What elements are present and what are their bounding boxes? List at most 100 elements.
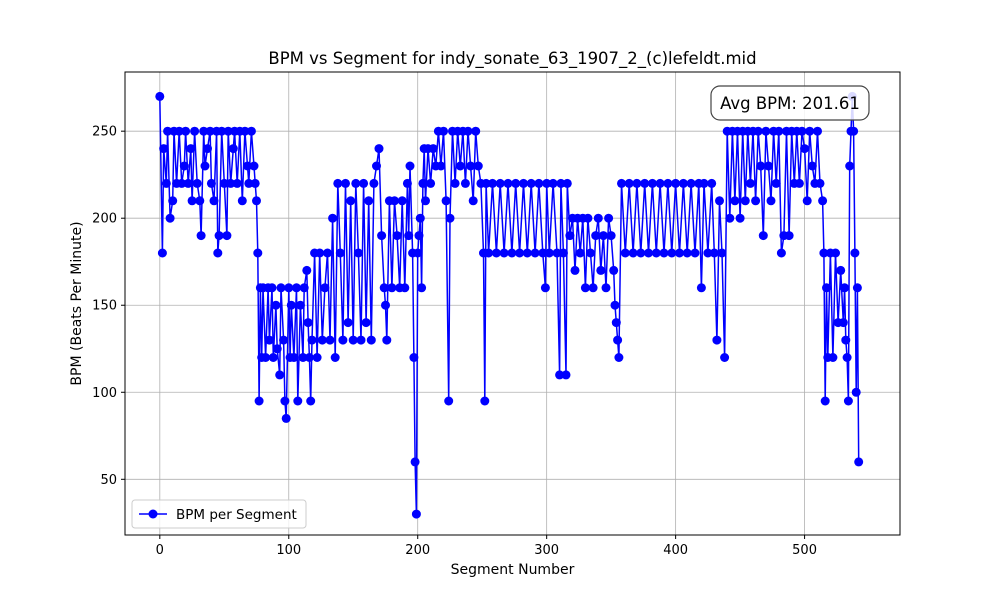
data-point (343, 318, 353, 328)
data-point (364, 196, 374, 206)
data-point (293, 396, 303, 406)
data-point (254, 396, 264, 406)
data-point (580, 283, 590, 293)
data-point (682, 248, 692, 258)
data-point (655, 178, 665, 188)
data-point (715, 196, 724, 206)
data-point (392, 231, 402, 241)
y-tick-label: 50 (100, 473, 117, 488)
data-point (177, 178, 187, 188)
data-point (379, 283, 389, 293)
data-point (851, 387, 861, 397)
data-point (794, 178, 804, 188)
data-point (159, 144, 169, 154)
x-tick-label: 500 (792, 543, 817, 558)
data-point (415, 213, 425, 223)
data-point (460, 178, 470, 188)
x-tick-label: 100 (276, 543, 301, 558)
data-point (441, 196, 451, 206)
data-point (667, 248, 677, 258)
data-point (369, 178, 379, 188)
x-tick-label: 400 (663, 543, 688, 558)
data-point (620, 248, 630, 258)
data-point (640, 178, 650, 188)
data-point (372, 161, 381, 171)
data-point (570, 265, 580, 275)
data-point (268, 353, 278, 362)
data-point (155, 91, 165, 101)
data-point (163, 126, 173, 136)
data-point (444, 396, 454, 406)
data-point (836, 265, 846, 275)
x-tick-label: 0 (156, 543, 164, 558)
data-point (556, 178, 566, 188)
data-point (671, 178, 681, 188)
data-point (601, 283, 611, 293)
data-point (534, 178, 544, 188)
chart-title: BPM vs Segment for indy_sonate_63_1907_2… (268, 49, 756, 69)
x-tick-label: 200 (405, 543, 430, 558)
data-point (323, 248, 332, 258)
data-point (295, 300, 305, 310)
data-point (820, 396, 830, 406)
axis-ticks: 0 100 200 300 400 500 50 100 150 200 250 (92, 125, 817, 558)
data-point (850, 248, 860, 258)
x-axis-label: Segment Number (451, 562, 575, 578)
data-point (818, 196, 828, 206)
y-tick-label: 200 (92, 212, 117, 227)
data-point (196, 231, 206, 241)
data-point (606, 231, 616, 241)
data-point (450, 178, 460, 188)
data-point (805, 126, 815, 136)
data-point (761, 126, 771, 136)
data-point (797, 126, 807, 136)
data-point (481, 178, 491, 188)
data-point (843, 396, 853, 406)
data-point (307, 335, 317, 345)
legend-label: BPM per Segment (176, 507, 297, 523)
data-point (519, 178, 528, 188)
data-point (317, 335, 327, 345)
data-point (428, 144, 438, 154)
data-point (320, 283, 330, 293)
data-point (276, 283, 286, 293)
data-point (181, 126, 191, 136)
data-point (410, 457, 420, 467)
data-point (404, 231, 414, 241)
data-point (397, 196, 407, 206)
legend-box (131, 499, 307, 529)
data-point (613, 335, 623, 345)
data-point (303, 318, 313, 328)
data-point (183, 178, 193, 188)
data-point (281, 413, 291, 423)
data-point (209, 196, 219, 206)
data-point (828, 353, 838, 362)
y-tick-label: 100 (92, 386, 117, 401)
data-point (455, 161, 465, 171)
data-point (647, 178, 657, 188)
data-point (596, 265, 606, 275)
data-point (161, 178, 171, 188)
data-point (552, 248, 562, 258)
data-point (335, 248, 345, 258)
data-point (751, 196, 761, 206)
data-point (758, 231, 768, 241)
data-point (491, 248, 501, 258)
data-point (583, 213, 593, 223)
data-point (540, 283, 550, 293)
data-point (624, 178, 634, 188)
avg-bpm-annotation: Avg BPM: 201.61 (710, 85, 870, 121)
data-point (526, 178, 536, 188)
data-point (849, 126, 859, 136)
data-point (228, 144, 238, 154)
data-point (418, 178, 428, 188)
data-point (632, 178, 642, 188)
data-point (784, 231, 794, 241)
data-point (609, 265, 619, 275)
data-point (302, 265, 312, 275)
y-tick-label: 250 (92, 125, 117, 140)
data-point (842, 353, 852, 362)
data-point (325, 335, 335, 345)
data-point (243, 161, 252, 171)
data-point (463, 126, 473, 136)
